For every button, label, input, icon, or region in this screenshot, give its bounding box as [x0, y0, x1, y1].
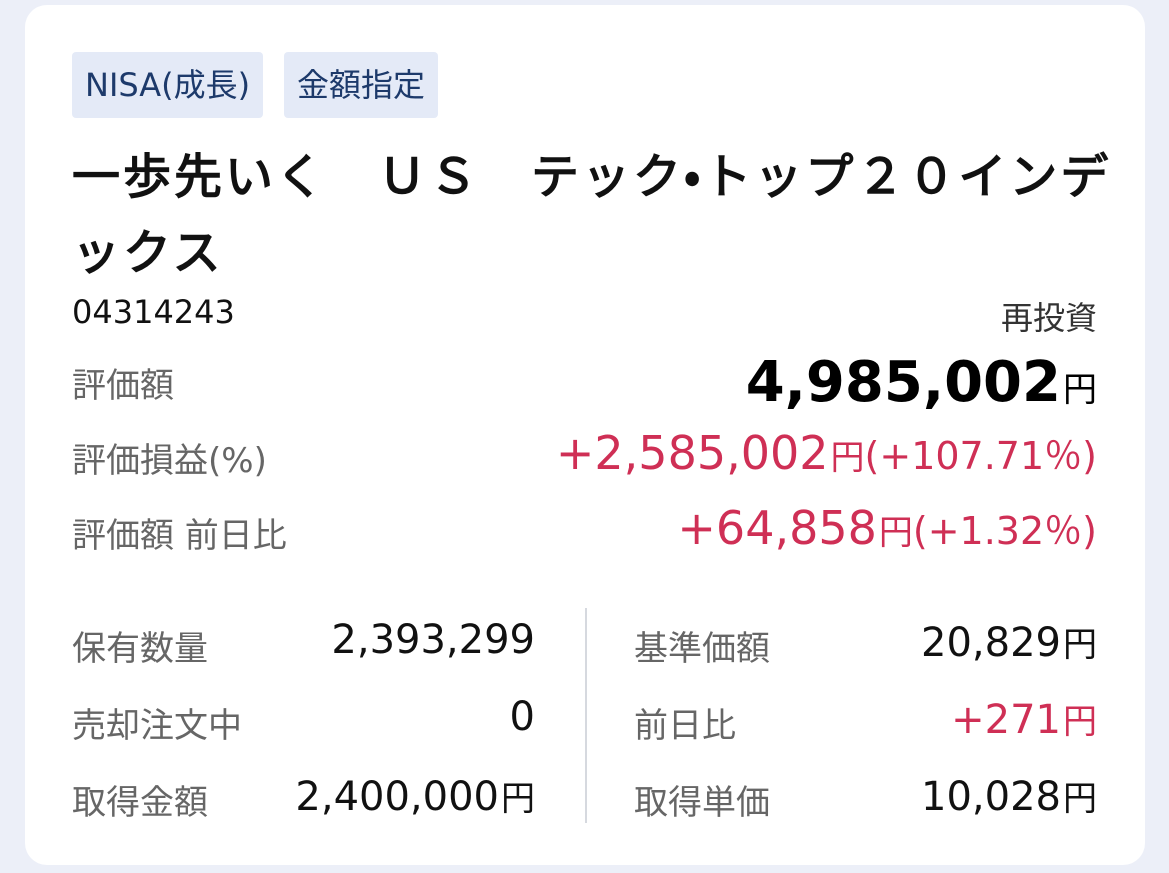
unit: 円 — [1063, 702, 1097, 742]
unit: 円 — [501, 779, 535, 819]
fund-card[interactable]: NISA(成長) 金額指定 一歩先いく ＵＳ テック・トップ２０インデックス 0… — [25, 5, 1145, 865]
unit: 円 — [878, 513, 913, 553]
summary-label: 評価額 — [72, 366, 174, 406]
percent: (+107.71％) — [864, 434, 1097, 478]
amount: +271 — [951, 697, 1061, 743]
amount: 2,393,299 — [331, 617, 535, 663]
amount: 2,400,000 — [295, 774, 499, 820]
detail-value: 10,028円 — [921, 771, 1097, 820]
amount: 0 — [509, 694, 535, 740]
amount: 10,028 — [921, 774, 1061, 820]
detail-value: 20,829円 — [921, 617, 1097, 666]
summary-value: +2,585,002円(+107.71％) — [556, 425, 1097, 480]
fund-name: 一歩先いく ＵＳ テック・トップ２０インデックス — [72, 149, 1112, 281]
detail-label: 前日比 — [634, 706, 736, 746]
detail-label: 売却注文中 — [72, 706, 242, 746]
unit: 円 — [1063, 370, 1097, 410]
detail-value: 2,393,299 — [331, 617, 535, 663]
divider — [585, 608, 587, 823]
detail-label: 保有数量 — [72, 629, 208, 669]
amount: +64,858 — [677, 501, 877, 555]
tag: NISA(成長) — [72, 52, 264, 118]
unit: 円 — [1063, 625, 1097, 665]
reinvest: 再投資 — [1000, 299, 1097, 337]
detail-label: 取得金額 — [72, 783, 208, 823]
summary-label: 評価損益(%) — [72, 441, 267, 481]
detail-label: 取得単価 — [634, 783, 770, 823]
amount: 20,829 — [921, 620, 1061, 666]
detail-label: 基準価額 — [634, 629, 770, 669]
detail-value: 2,400,000円 — [295, 771, 535, 820]
tag: 金額指定 — [284, 52, 439, 118]
fund-code: 04314243 — [72, 293, 235, 331]
unit: 円 — [1063, 779, 1097, 819]
summary-value: 4,985,002円 — [746, 350, 1097, 415]
unit: 円 — [830, 438, 865, 478]
detail-value: +271円 — [951, 694, 1097, 743]
detail-value: 0 — [510, 694, 535, 740]
percent: (+1.32％) — [912, 509, 1097, 553]
amount: 4,985,002 — [745, 350, 1061, 415]
summary-label: 評価額 前日比 — [72, 516, 287, 556]
amount: +2,585,002 — [555, 426, 829, 480]
summary-value: +64,858円(+1.32％) — [677, 500, 1097, 555]
